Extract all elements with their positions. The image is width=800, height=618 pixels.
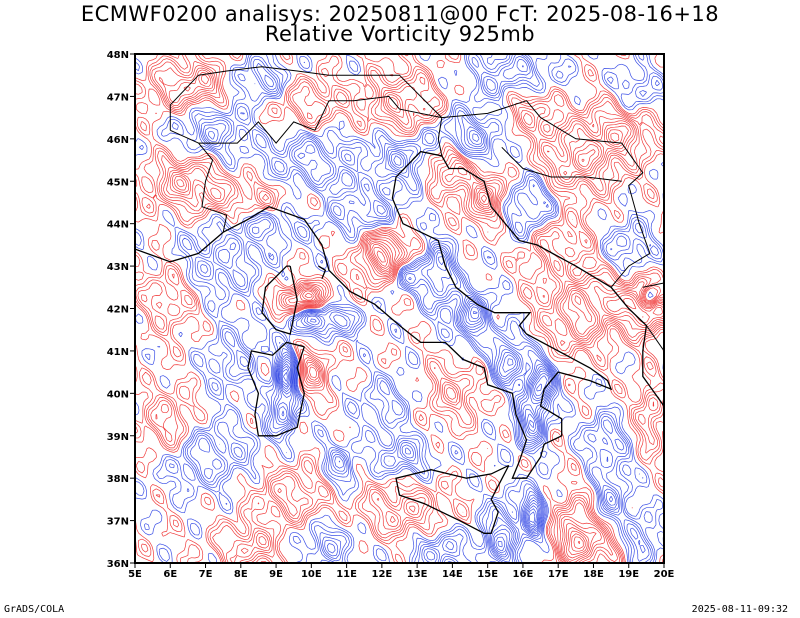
lon-tick-label: 18E bbox=[583, 569, 604, 580]
negative-vorticity-contour bbox=[279, 303, 551, 552]
coastline bbox=[318, 265, 327, 280]
lon-tick-label: 9E bbox=[269, 569, 283, 580]
positive-vorticity-contour bbox=[169, 72, 664, 563]
positive-vorticity-contour bbox=[376, 158, 586, 552]
country-border bbox=[501, 146, 622, 182]
coastline-outlines bbox=[135, 66, 664, 534]
positive-vorticity-contour bbox=[304, 132, 620, 556]
lon-tick-label: 17E bbox=[548, 569, 569, 580]
latitude-axis: 36N 37N 38N 39N 40N 41N 42N 43N 44N 45N 46N 47N 48N bbox=[107, 50, 135, 570]
lat-tick-label: 46N bbox=[107, 135, 129, 146]
lon-tick-label: 7E bbox=[199, 569, 213, 580]
lat-tick-label: 42N bbox=[107, 305, 129, 316]
negative-vorticity-contour bbox=[283, 372, 288, 382]
positive-vorticity-contour bbox=[155, 67, 664, 563]
negative-vorticity-contour bbox=[280, 306, 550, 548]
lon-tick-label: 13E bbox=[407, 569, 428, 580]
country-border bbox=[198, 142, 228, 233]
negative-vorticity-contour bbox=[207, 129, 616, 558]
footer-timestamp: 2025-08-11-09:32 bbox=[691, 604, 788, 615]
positive-vorticity-contour bbox=[577, 540, 581, 544]
negative-vorticity-contour bbox=[205, 65, 618, 561]
positive-vorticity-contour bbox=[135, 54, 664, 563]
lon-tick-label: 8E bbox=[234, 569, 248, 580]
lat-tick-label: 45N bbox=[107, 177, 129, 188]
negative-vorticity-contour bbox=[281, 368, 543, 392]
country-border bbox=[441, 100, 651, 288]
negative-vorticity-contour bbox=[168, 54, 663, 563]
country-border bbox=[437, 117, 443, 156]
lat-tick-label: 41N bbox=[107, 347, 129, 358]
lon-tick-label: 20E bbox=[654, 569, 675, 580]
lat-tick-label: 44N bbox=[107, 220, 129, 231]
country-border bbox=[170, 129, 199, 144]
positive-vorticity-contour bbox=[137, 60, 664, 563]
positive-vorticity-contour bbox=[573, 536, 584, 550]
positive-vorticity-contour bbox=[171, 74, 664, 563]
coastline bbox=[247, 341, 305, 437]
lat-tick-label: 38N bbox=[107, 474, 129, 485]
lat-tick-label: 40N bbox=[107, 389, 129, 400]
lat-tick-label: 37N bbox=[107, 517, 129, 528]
lat-tick-label: 48N bbox=[107, 50, 129, 61]
positive-vorticity-contour bbox=[173, 125, 663, 561]
vorticity-contours bbox=[135, 54, 664, 563]
coastline bbox=[261, 265, 298, 335]
lat-tick-label: 36N bbox=[107, 559, 129, 570]
negative-vorticity-contour bbox=[198, 58, 646, 563]
positive-vorticity-contour bbox=[140, 64, 664, 563]
lat-tick-label: 47N bbox=[107, 92, 129, 103]
lon-tick-label: 14E bbox=[442, 569, 463, 580]
positive-vorticity-contour bbox=[135, 54, 664, 563]
country-border bbox=[642, 282, 664, 288]
positive-vorticity-contour bbox=[176, 129, 644, 559]
negative-vorticity-contour bbox=[135, 54, 664, 563]
lon-tick-label: 16E bbox=[513, 569, 534, 580]
negative-vorticity-contour bbox=[135, 54, 664, 563]
negative-vorticity-contour bbox=[189, 55, 660, 563]
negative-vorticity-contour bbox=[276, 133, 614, 556]
lon-tick-label: 11E bbox=[336, 569, 357, 580]
negative-vorticity-contour bbox=[280, 311, 548, 523]
country-border bbox=[169, 66, 443, 131]
coastline bbox=[135, 231, 224, 263]
country-border bbox=[645, 325, 664, 352]
page-subtitle: Relative Vorticity 925mb bbox=[264, 22, 536, 46]
lon-tick-label: 12E bbox=[371, 569, 392, 580]
lon-tick-label: 10E bbox=[301, 569, 322, 580]
coastline bbox=[222, 150, 664, 479]
country-border bbox=[198, 95, 442, 144]
lat-tick-label: 39N bbox=[107, 432, 129, 443]
coastline bbox=[395, 464, 510, 534]
footer-software-label: GrADS/COLA bbox=[4, 604, 65, 615]
lon-tick-label: 19E bbox=[618, 569, 639, 580]
page-title: ECMWF0200 analisys: 20250811@00 FcT: 202… bbox=[80, 2, 720, 26]
lon-tick-label: 15E bbox=[477, 569, 498, 580]
positive-vorticity-contour bbox=[166, 69, 664, 563]
longitude-axis: 5E 6E 7E 8E 9E 10E 11E 12E 13E 14E 15E 16E 17E 18E 19E… bbox=[128, 563, 675, 580]
lon-tick-label: 6E bbox=[163, 569, 177, 580]
lat-tick-label: 43N bbox=[107, 262, 129, 273]
lon-tick-label: 5E bbox=[128, 569, 142, 580]
negative-vorticity-contour bbox=[135, 54, 664, 563]
